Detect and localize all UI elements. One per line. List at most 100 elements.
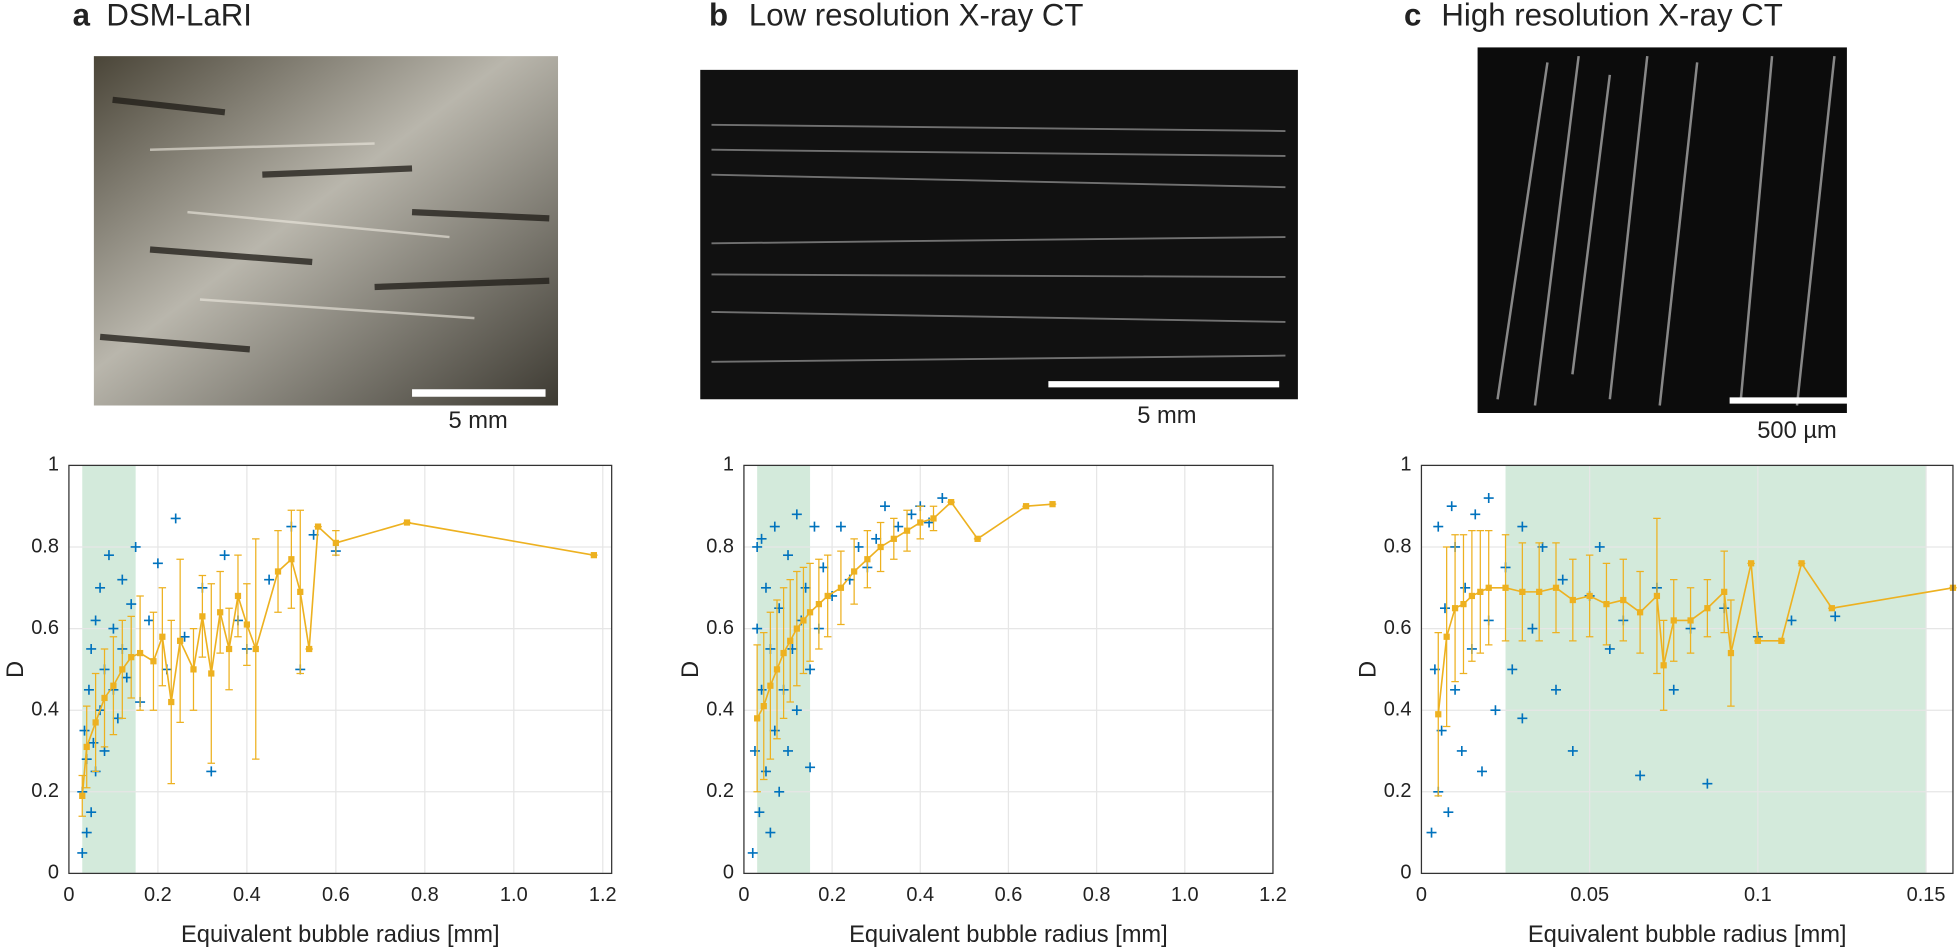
mean-point — [851, 568, 858, 575]
axes-box — [1420, 464, 1954, 875]
x-tick-label: 0 — [63, 884, 74, 906]
scatter-point — [765, 827, 776, 838]
scatter-point — [1702, 778, 1713, 789]
scatter-point — [103, 550, 114, 561]
highlight-band — [1505, 465, 1927, 874]
scatter-point — [769, 725, 780, 736]
mean-point — [136, 649, 144, 657]
mean-point — [1049, 501, 1056, 508]
scatter-point — [81, 827, 92, 838]
panel: c High resolution X-ray CT 500 µm 0 0.2 0.4 0.… — [1355, 0, 1957, 948]
mean-point — [773, 666, 781, 673]
x-tick-label: 0.8 — [411, 884, 439, 906]
scatter-point — [791, 509, 802, 520]
scatter-point — [1507, 664, 1518, 675]
photo-c — [1477, 47, 1862, 413]
mean-point — [1798, 560, 1805, 567]
scatter-point — [130, 542, 141, 552]
x-axis-label: Equivalent bubble radius [mm] — [1528, 922, 1847, 948]
mean-point — [837, 584, 845, 591]
scatter-point — [906, 509, 917, 520]
mean-point — [1022, 503, 1030, 510]
scale-bar-label: 5 mm — [449, 408, 508, 434]
scatter-point — [774, 603, 785, 614]
mean-point — [1451, 605, 1459, 612]
panel-label: b — [709, 0, 728, 33]
y-tick-label: 0 — [48, 862, 59, 884]
mean-point — [1620, 596, 1627, 604]
scatter-point — [121, 672, 132, 683]
scatter-point — [1483, 493, 1494, 504]
scatter-point — [170, 513, 181, 524]
mean-point — [877, 543, 884, 551]
scatter-point — [752, 542, 763, 552]
scatter-point — [752, 623, 763, 634]
scatter-point — [1426, 827, 1437, 838]
scatter-point — [1635, 770, 1646, 781]
mean-point — [1828, 605, 1835, 612]
x-tick-label: 0.8 — [1083, 884, 1111, 906]
mean-point — [1653, 592, 1661, 600]
scatter-point — [818, 562, 829, 573]
scatter-point — [800, 582, 811, 593]
y-tick-label: 0.4 — [1384, 698, 1412, 720]
mean-point — [1460, 600, 1467, 608]
mean-point — [806, 609, 814, 616]
scatter-point — [805, 664, 816, 675]
panel: a DSM-LaRI 5 mm 0 0.2 0.4 0.6 0.8 1 0 0.2 0.4 0.6 0.8… — [3, 0, 617, 948]
x-tick-label: 0.2 — [144, 884, 172, 906]
mean-point — [217, 609, 224, 616]
scatter-point — [219, 550, 230, 561]
mean-point — [1519, 588, 1526, 595]
scatter-point — [1594, 542, 1605, 552]
mean-point — [150, 658, 157, 665]
mean-point — [864, 556, 871, 563]
scatter-point — [871, 533, 882, 544]
mean-point — [314, 523, 322, 530]
mean-point — [1536, 588, 1543, 595]
x-tick-label: 1.0 — [500, 884, 528, 906]
mean-point — [274, 568, 282, 575]
mean-point — [1477, 588, 1484, 595]
y-tick-label: 0.6 — [706, 617, 734, 639]
y-tick-label: 0.6 — [31, 617, 59, 639]
mean-point — [930, 515, 937, 522]
panel-title: Low resolution X-ray CT — [749, 0, 1084, 33]
scatter-point — [760, 582, 771, 593]
mean-point — [297, 588, 304, 595]
mean-point — [83, 743, 90, 751]
mean-point — [1687, 617, 1694, 624]
mean-point — [824, 592, 831, 600]
x-tick-label: 0.15 — [1907, 884, 1946, 906]
scatter-point — [1557, 574, 1568, 585]
mean-point — [1660, 662, 1667, 669]
y-tick-label: 0 — [723, 862, 734, 884]
x-tick-label: 0.2 — [818, 884, 846, 906]
scatter-point — [880, 501, 890, 512]
scatter-point — [783, 550, 794, 561]
mean-point — [332, 539, 339, 547]
y-tick-label: 0.2 — [1384, 780, 1412, 802]
mean-point — [815, 600, 822, 608]
mean-point — [190, 666, 197, 673]
scatter-point — [95, 582, 106, 593]
mean-point — [92, 719, 99, 726]
mean-point — [119, 666, 126, 673]
scatter-point — [1443, 807, 1454, 818]
y-tick-label: 1 — [723, 454, 734, 476]
scatter-point — [937, 493, 948, 504]
x-tick-label: 0.4 — [233, 884, 261, 906]
scatter-point — [264, 574, 275, 585]
scatter-point — [83, 684, 94, 695]
scatter-point — [1517, 713, 1528, 724]
y-axis-label: D — [3, 661, 29, 678]
panel-title: DSM-LaRI — [106, 0, 252, 33]
mean-point — [1485, 584, 1492, 591]
mean-point — [590, 552, 597, 559]
mean-point — [890, 535, 897, 542]
scale-bar-label: 500 µm — [1757, 418, 1836, 444]
scatter-point — [1527, 623, 1538, 634]
mean-point — [787, 637, 794, 644]
photo-a — [93, 56, 559, 406]
